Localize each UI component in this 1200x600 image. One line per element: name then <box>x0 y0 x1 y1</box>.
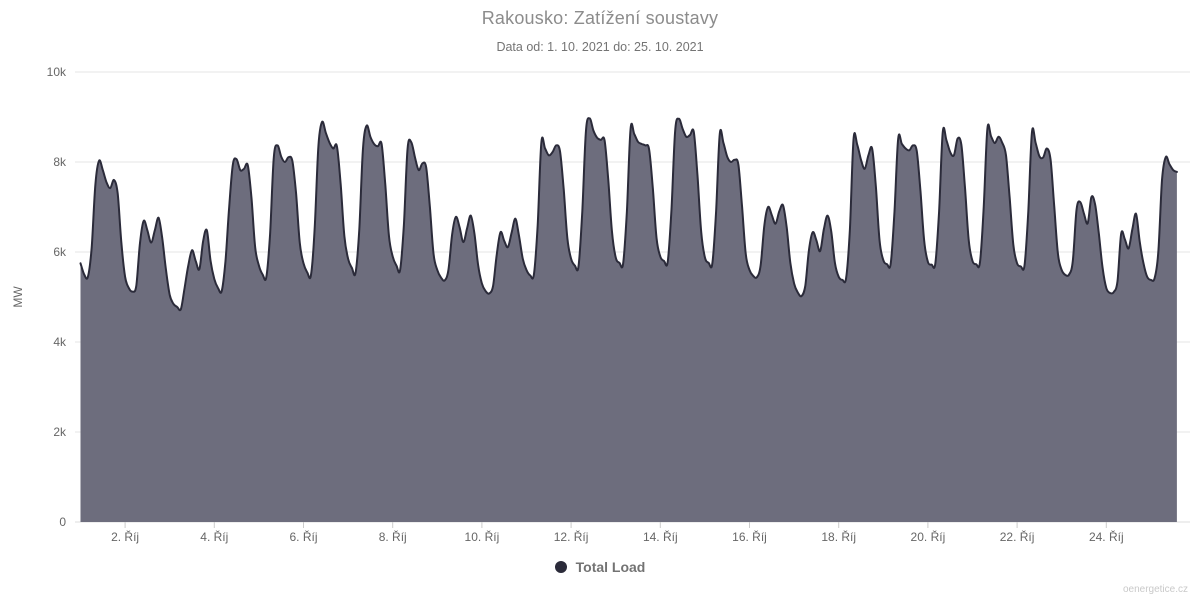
x-axis-tick-label: 14. Říj <box>643 529 678 544</box>
legend-item-total-load[interactable]: Total Load <box>554 559 646 575</box>
x-axis-tick-label: 10. Říj <box>465 529 500 544</box>
x-axis-tick-label: 18. Říj <box>821 529 856 544</box>
y-axis-tick-label: 8k <box>53 155 67 169</box>
legend: Total Load <box>0 559 1200 575</box>
chart-title: Rakousko: Zatížení soustavy <box>481 8 719 28</box>
area-series-total-load <box>80 118 1177 522</box>
chart-subtitle: Data od: 1. 10. 2021 do: 25. 10. 2021 <box>496 40 704 54</box>
x-axis-tick-label: 16. Říj <box>732 529 767 544</box>
y-axis-tick-label: 4k <box>53 335 67 349</box>
y-axis-tick-label: 6k <box>53 245 67 259</box>
x-axis-tick-label: 24. Říj <box>1089 529 1124 544</box>
legend-marker-icon <box>554 561 567 573</box>
x-axis-tick-label: 20. Říj <box>911 529 946 544</box>
watermark: oenergetice.cz <box>1122 584 1188 595</box>
x-axis-tick-label: 12. Říj <box>554 529 589 544</box>
y-axis-tick-label: 0 <box>59 515 66 529</box>
y-axis-tick-label: 10k <box>47 65 67 79</box>
line-series-total-load <box>79 117 1178 312</box>
x-axis-tick-label: 2. Říj <box>111 529 139 544</box>
y-axis-tick-label: 2k <box>53 425 67 439</box>
x-axis-tick-label: 4. Říj <box>200 529 228 544</box>
x-axis-tick-label: 22. Říj <box>1000 529 1035 544</box>
y-axis-title: MW <box>11 286 25 308</box>
x-axis-tick-label: 8. Říj <box>379 529 407 544</box>
x-axis-tick-label: 6. Říj <box>289 529 317 544</box>
legend-label: Total Load <box>575 559 646 575</box>
